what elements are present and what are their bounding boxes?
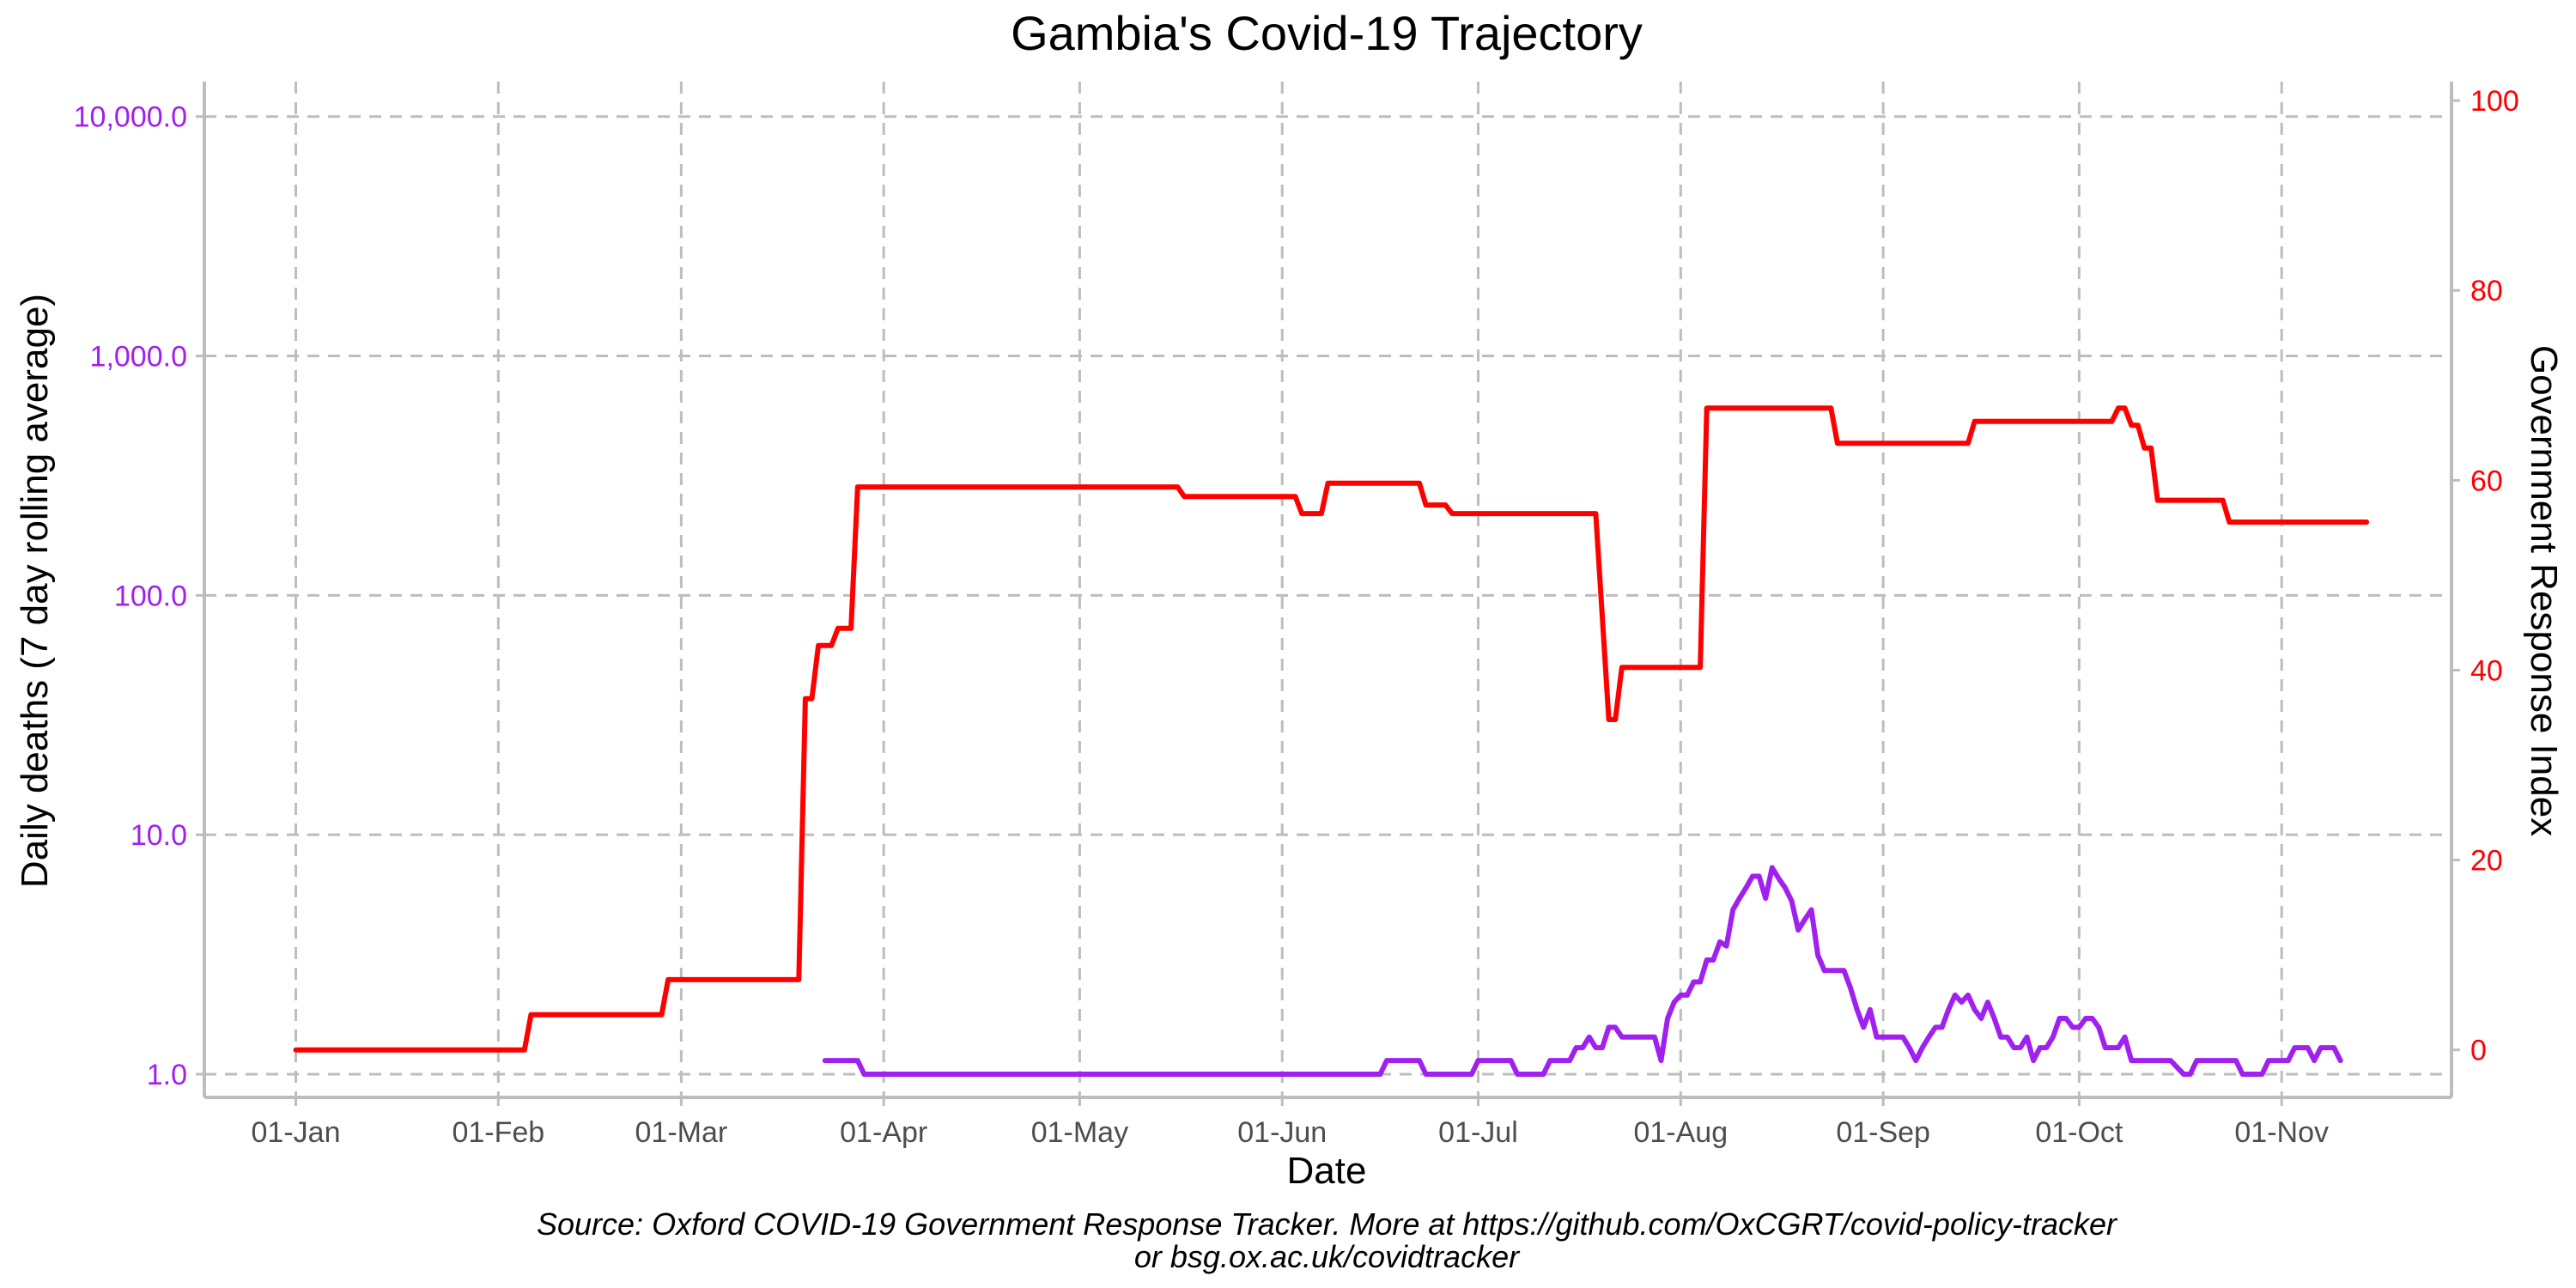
x-tick-label: 01-Jul [1438,1116,1518,1149]
x-tick-label: 01-Jan [252,1116,341,1149]
x-tick-label: 01-Oct [2035,1116,2123,1149]
y-right-tick-label: 100 [2470,85,2519,118]
x-tick-label: 01-Apr [840,1116,927,1149]
x-tick-label: 01-May [1031,1116,1128,1149]
y-left-tick-label: 10,000.0 [74,101,187,134]
y-right-tick-label: 40 [2470,654,2503,687]
y-axis-left-title: Daily deaths (7 day rolling average) [14,294,56,888]
y-left-tick-label: 1,000.0 [90,341,187,374]
y-right-tick-label: 20 [2470,845,2503,878]
x-tick-label: 01-Feb [452,1116,544,1149]
y-right-tick-label: 60 [2470,465,2503,497]
daily-deaths-line [822,865,2343,1077]
chart-title: Gambia's Covid-19 Trajectory [1011,6,1643,60]
grid-layer [204,82,2451,1097]
y-right-tick-label: 80 [2470,275,2503,307]
x-axis-title: Date [1287,1150,1367,1192]
x-tick-label: 01-Sep [1836,1116,1930,1149]
x-tick-label: 01-Mar [635,1116,728,1149]
y-left-tick-label: 100.0 [114,580,187,612]
y-left-tick-label: 10.0 [131,819,187,852]
series-layer [293,405,2370,1077]
y-right-tick-label: 0 [2470,1035,2487,1067]
y-axis-right-title: Government Response Index [2523,345,2565,836]
x-tick-label: 01-Nov [2234,1116,2329,1149]
x-tick-label: 01-Jun [1237,1116,1327,1149]
axes-layer: 1.0 10.0 100.0 1,000.0 10,000.0 01-Jan 01-Feb 0… [74,82,2519,1149]
source-caption-line-1: Source: Oxford COVID-19 Government Respo… [537,1206,2118,1242]
source-caption-line-2: or bsg.ox.ac.uk/covidtracker [1134,1239,1521,1274]
government-response-index-line [293,405,2370,1053]
x-tick-label: 01-Aug [1633,1116,1728,1149]
y-left-tick-label: 1.0 [147,1059,187,1091]
